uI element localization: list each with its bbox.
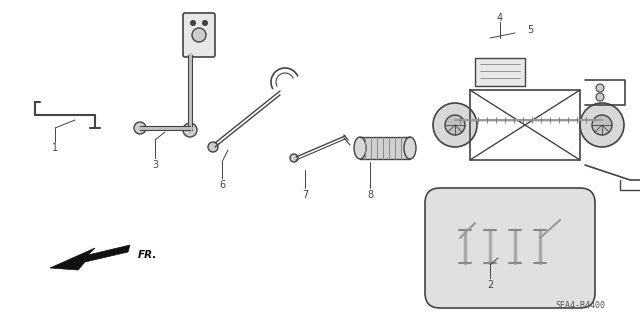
- Text: 8: 8: [367, 190, 373, 200]
- Circle shape: [592, 115, 612, 135]
- Circle shape: [208, 142, 218, 152]
- Text: 2: 2: [487, 280, 493, 290]
- Circle shape: [596, 93, 604, 101]
- Circle shape: [183, 123, 197, 137]
- Polygon shape: [50, 245, 130, 270]
- Bar: [360, 137, 410, 159]
- Circle shape: [596, 84, 604, 92]
- Circle shape: [445, 115, 465, 135]
- FancyBboxPatch shape: [183, 13, 215, 57]
- Circle shape: [192, 28, 206, 42]
- Bar: [475, 58, 525, 86]
- FancyBboxPatch shape: [425, 188, 595, 308]
- Circle shape: [290, 154, 298, 162]
- Ellipse shape: [354, 137, 366, 159]
- Text: 3: 3: [152, 160, 158, 170]
- Circle shape: [134, 122, 146, 134]
- Text: FR.: FR.: [138, 250, 157, 260]
- Text: 4: 4: [497, 13, 503, 23]
- Circle shape: [580, 103, 624, 147]
- Text: 5: 5: [527, 25, 533, 35]
- Text: 7: 7: [302, 190, 308, 200]
- Text: 1: 1: [52, 143, 58, 153]
- Text: 6: 6: [219, 180, 225, 190]
- Circle shape: [433, 103, 477, 147]
- Circle shape: [191, 20, 195, 26]
- Circle shape: [202, 20, 207, 26]
- Ellipse shape: [404, 137, 416, 159]
- Text: SEA4-B4400: SEA4-B4400: [555, 300, 605, 309]
